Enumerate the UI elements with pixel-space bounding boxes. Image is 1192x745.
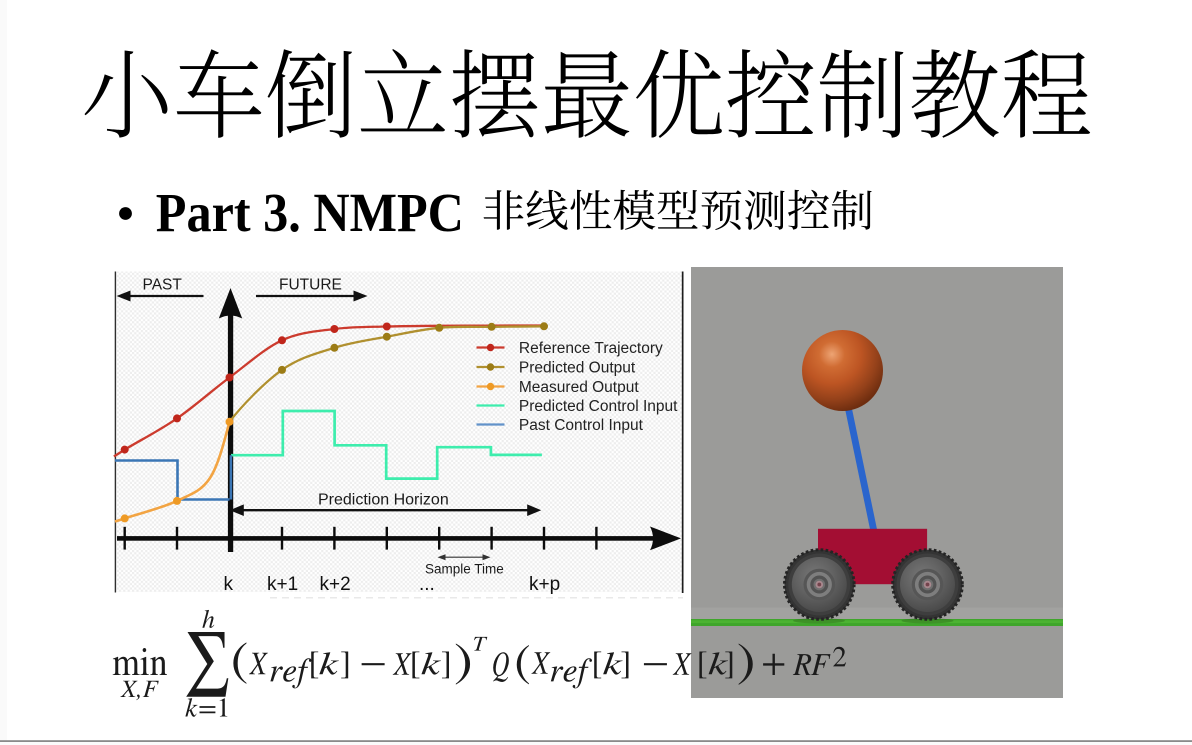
svg-text:Reference Trajectory: Reference Trajectory: [519, 340, 663, 357]
svg-text:...: ...: [419, 574, 435, 595]
svg-text:Sample Time: Sample Time: [425, 562, 504, 577]
svg-text:Predicted Output: Predicted Output: [519, 360, 636, 377]
svg-text:Part 3. NMPC: Part 3. NMPC: [156, 183, 464, 244]
svg-text:k+1: k+1: [267, 574, 298, 595]
svg-text:Past Control Input: Past Control Input: [519, 417, 644, 434]
svg-text:Measured Output: Measured Output: [519, 379, 639, 396]
svg-text:Predicted Control Input: Predicted Control Input: [519, 398, 678, 415]
svg-text:k+2: k+2: [320, 574, 351, 595]
svg-text:k: k: [224, 574, 234, 595]
svg-text:PAST: PAST: [143, 277, 183, 294]
svg-text:FUTURE: FUTURE: [279, 277, 342, 294]
svg-text:Prediction Horizon: Prediction Horizon: [318, 492, 449, 509]
svg-text:k+p: k+p: [529, 574, 560, 595]
